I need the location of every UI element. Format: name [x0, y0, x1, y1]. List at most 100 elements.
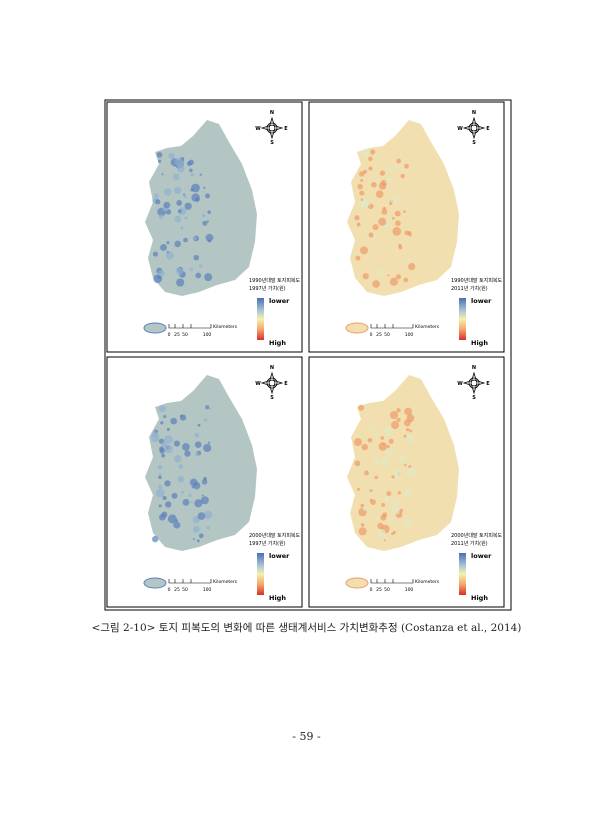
land-patch: [157, 159, 162, 163]
land-patch: [355, 234, 359, 237]
land-patch: [174, 240, 181, 248]
land-patch: [194, 441, 202, 448]
land-patch: [403, 277, 409, 283]
land-patch: [403, 488, 413, 498]
land-patch: [388, 516, 395, 523]
land-patch: [369, 498, 373, 502]
legend-high: High: [269, 339, 286, 347]
land-patch: [207, 210, 212, 214]
land-patch: [161, 173, 164, 176]
legend-bar: [257, 553, 264, 595]
scale-tick: 50: [182, 332, 188, 338]
land-patch: [375, 190, 384, 199]
land-patch: [207, 441, 211, 444]
land-patch: [161, 441, 167, 447]
compass-ring: [468, 377, 480, 389]
land-patch: [197, 423, 201, 427]
legend-subtitle: 1997년 가치(원): [249, 540, 286, 547]
land-patch: [164, 444, 173, 454]
land-patch: [203, 186, 206, 189]
land-patch: [361, 194, 365, 198]
scale-unit: Kilometers: [213, 579, 238, 585]
compass-label: W: [255, 126, 261, 132]
land-patch: [385, 166, 393, 174]
land-patch: [159, 513, 166, 521]
land-patch: [203, 418, 208, 422]
legend-high: High: [269, 594, 286, 602]
scale-tick: 25: [376, 587, 382, 593]
land-patch: [155, 199, 161, 205]
land-patch: [386, 444, 390, 448]
compass-label: S: [472, 395, 476, 401]
scale-unit: Kilometers: [213, 324, 238, 330]
land-patch: [177, 209, 182, 214]
land-patch: [178, 207, 187, 216]
land-patch: [379, 170, 386, 176]
land-patch: [161, 453, 166, 458]
land-patch: [176, 200, 183, 206]
land-patch: [164, 435, 173, 444]
land-patch: [382, 443, 385, 446]
compass-label: E: [284, 126, 288, 132]
land-patch: [194, 432, 200, 438]
land-patch: [205, 193, 211, 199]
compass-label: E: [284, 381, 288, 387]
land-patch: [166, 241, 170, 245]
land-patch: [166, 427, 170, 431]
land-patch: [174, 215, 182, 223]
land-patch: [206, 525, 211, 530]
scale-tick: 100: [405, 332, 414, 338]
scale-bar: [168, 324, 212, 329]
compass-label: W: [457, 126, 463, 132]
land-patch: [356, 433, 361, 438]
land-patch: [165, 251, 174, 260]
land-patch: [201, 494, 204, 497]
land-patch: [150, 433, 160, 443]
compass-label: S: [270, 140, 274, 146]
land-patch: [355, 255, 361, 261]
land-patch: [356, 512, 359, 515]
land-patch: [381, 502, 386, 507]
land-patch: [175, 267, 183, 275]
land-patch: [362, 148, 371, 157]
land-patch: [205, 405, 210, 410]
land-patch: [376, 269, 383, 276]
land-patch: [191, 183, 200, 193]
scale-tick: 0: [370, 587, 373, 593]
legend-high: High: [471, 339, 488, 347]
land-patch: [180, 226, 184, 230]
legend-subtitle: 2011년 가치(원): [451, 285, 488, 292]
land-patch: [203, 443, 212, 453]
land-patch: [371, 181, 377, 188]
land-patch: [358, 404, 365, 411]
land-patch: [174, 454, 182, 463]
land-patch: [155, 488, 165, 498]
land-patch: [392, 227, 402, 236]
land-patch: [391, 532, 394, 536]
land-patch: [389, 410, 399, 420]
scale-tick: 25: [376, 332, 382, 338]
land-patch: [160, 244, 167, 251]
land-patch: [158, 475, 162, 479]
scale-tick: 0: [168, 332, 171, 338]
land-patch: [174, 157, 184, 167]
jeju: [345, 577, 369, 589]
legend-low: lower: [269, 297, 290, 305]
land-patch: [200, 496, 209, 505]
land-patch: [163, 188, 172, 196]
land-patch: [398, 243, 402, 248]
land-patch: [388, 438, 394, 444]
land-patch: [404, 517, 413, 526]
scale-unit: Kilometers: [415, 324, 440, 330]
land-patch: [403, 210, 406, 213]
land-patch: [354, 215, 360, 221]
land-patch: [354, 460, 361, 467]
land-patch: [203, 510, 213, 520]
land-patch: [407, 230, 411, 234]
compass-label: N: [472, 110, 476, 116]
land-patch: [374, 431, 379, 436]
land-patch: [164, 480, 171, 487]
compass-ring: [266, 122, 278, 134]
land-patch: [392, 217, 395, 220]
